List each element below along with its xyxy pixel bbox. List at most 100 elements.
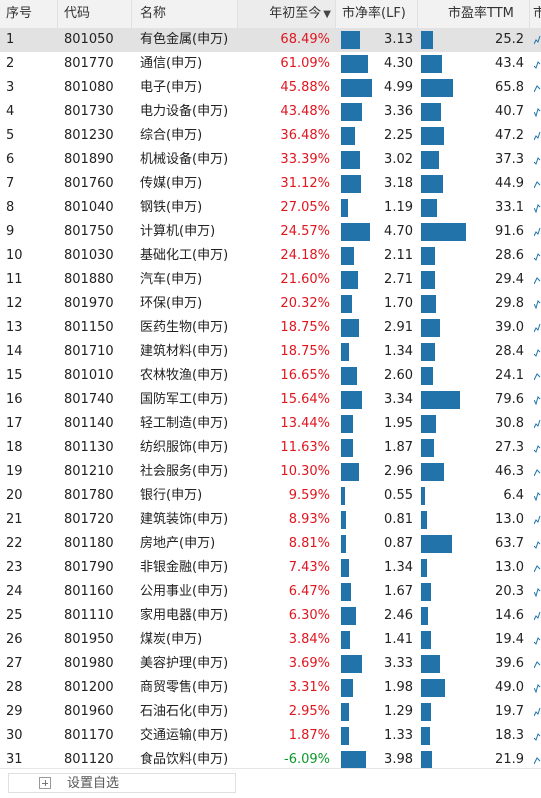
pb-bar: [341, 31, 360, 49]
table-row[interactable]: 29 801960 石油石化(申万) 2.95% 1.29 19.7: [0, 700, 541, 724]
pe-bar: [421, 79, 453, 97]
row-index: 12: [6, 296, 23, 311]
table-row[interactable]: 17 801140 轻工制造(申万) 13.44% 1.95 30.8: [0, 412, 541, 436]
row-code: 801030: [64, 248, 114, 263]
table-row[interactable]: 19 801210 社会服务(申万) 10.30% 2.96 46.3: [0, 460, 541, 484]
table-row[interactable]: 23 801790 非银金融(申万) 7.43% 1.34 13.0: [0, 556, 541, 580]
table-row[interactable]: 7 801760 传媒(申万) 31.12% 3.18 44.9: [0, 172, 541, 196]
row-pe: 13.0: [495, 560, 524, 575]
row-code: 801080: [64, 80, 114, 95]
header-name[interactable]: 名称: [132, 0, 238, 28]
header-pb[interactable]: 市净率(LF): [336, 0, 418, 28]
trend-sparkline: [534, 492, 541, 502]
header-pe[interactable]: 市盈率TTM: [418, 0, 530, 28]
row-ytd-change: 27.05%: [280, 200, 330, 215]
row-index: 7: [6, 176, 15, 191]
table-row[interactable]: 21 801720 建筑装饰(申万) 8.93% 0.81 13.0: [0, 508, 541, 532]
table-row[interactable]: 15 801010 农林牧渔(申万) 16.65% 2.60 24.1: [0, 364, 541, 388]
trend-sparkline: [534, 588, 541, 598]
trend-sparkline: [534, 419, 541, 429]
table-row[interactable]: 25 801110 家用电器(申万) 6.30% 2.46 14.6: [0, 604, 541, 628]
row-pb: 2.96: [384, 464, 413, 479]
pb-bar: [341, 103, 362, 121]
pb-bar: [341, 367, 357, 385]
table-row[interactable]: 6 801890 机械设备(申万) 33.39% 3.02 37.3: [0, 148, 541, 172]
row-pb: 3.36: [384, 104, 413, 119]
pb-bar: [341, 391, 362, 409]
table-row[interactable]: 2 801770 通信(申万) 61.09% 4.30 43.4: [0, 52, 541, 76]
table-row[interactable]: 8 801040 钢铁(申万) 27.05% 1.19 33.1: [0, 196, 541, 220]
row-name: 社会服务(申万): [140, 464, 229, 479]
table-row[interactable]: 16 801740 国防军工(申万) 15.64% 3.34 79.6: [0, 388, 541, 412]
row-code: 801980: [64, 656, 114, 671]
table-row[interactable]: 11 801880 汽车(申万) 21.60% 2.71 29.4: [0, 268, 541, 292]
pe-bar: [421, 103, 441, 121]
pb-bar: [341, 295, 352, 313]
table-row[interactable]: 10 801030 基础化工(申万) 24.18% 2.11 28.6: [0, 244, 541, 268]
row-index: 11: [6, 272, 23, 287]
table-row[interactable]: 31 801120 食品饮料(申万) -6.09% 3.98 21.9: [0, 748, 541, 772]
table-row[interactable]: 3 801080 电子(申万) 45.88% 4.99 65.8: [0, 76, 541, 100]
row-code: 801780: [64, 488, 114, 503]
pe-bar: [421, 295, 436, 313]
row-ytd-change: 24.18%: [280, 248, 330, 263]
pe-bar: [421, 343, 435, 361]
header-code[interactable]: 代码: [58, 0, 132, 28]
table-header: 序号 代码 名称 年初至今 ▼ 市净率(LF) 市盈率TTM 市: [0, 0, 541, 29]
table-row[interactable]: 30 801170 交通运输(申万) 1.87% 1.33 18.3: [0, 724, 541, 748]
add-watchlist-button[interactable]: 设置自选: [8, 773, 236, 793]
table-row[interactable]: 14 801710 建筑材料(申万) 18.75% 1.34 28.4: [0, 340, 541, 364]
row-index: 22: [6, 536, 23, 551]
pb-bar: [341, 751, 366, 769]
row-code: 801730: [64, 104, 114, 119]
table-row[interactable]: 1 801050 有色金属(申万) 68.49% 3.13 25.2: [0, 28, 541, 52]
table-row[interactable]: 13 801150 医药生物(申万) 18.75% 2.91 39.0: [0, 316, 541, 340]
row-index: 5: [6, 128, 15, 143]
table-row[interactable]: 26 801950 煤炭(申万) 3.84% 1.41 19.4: [0, 628, 541, 652]
table-row[interactable]: 18 801130 纺织服饰(申万) 11.63% 1.87 27.3: [0, 436, 541, 460]
table-row[interactable]: 12 801970 环保(申万) 20.32% 1.70 29.8: [0, 292, 541, 316]
row-code: 801750: [64, 224, 114, 239]
row-pe: 14.6: [495, 608, 524, 623]
row-pb: 3.18: [384, 176, 413, 191]
header-ytd[interactable]: 年初至今 ▼: [238, 0, 336, 28]
table-row[interactable]: 22 801180 房地产(申万) 8.81% 0.87 63.7: [0, 532, 541, 556]
row-ytd-change: 7.43%: [288, 560, 330, 575]
row-name: 银行(申万): [140, 488, 203, 503]
pe-bar: [421, 703, 431, 721]
pe-bar: [421, 607, 428, 625]
row-name: 综合(申万): [140, 128, 203, 143]
table-row[interactable]: 27 801980 美容护理(申万) 3.69% 3.33 39.6: [0, 652, 541, 676]
table-row[interactable]: 24 801160 公用事业(申万) 6.47% 1.67 20.3: [0, 580, 541, 604]
row-index: 26: [6, 632, 23, 647]
pb-bar: [341, 247, 354, 265]
table-row[interactable]: 20 801780 银行(申万) 9.59% 0.55 6.4: [0, 484, 541, 508]
row-code: 801210: [64, 464, 114, 479]
row-pe: 6.4: [503, 488, 524, 503]
row-pe: 49.0: [495, 680, 524, 695]
row-code: 801170: [64, 728, 114, 743]
row-ytd-change: 31.12%: [280, 176, 330, 191]
pb-bar: [341, 55, 368, 73]
row-pb: 2.91: [384, 320, 413, 335]
pe-bar: [421, 679, 445, 697]
pe-bar: [421, 55, 442, 73]
trend-sparkline: [534, 253, 541, 261]
pe-bar: [421, 223, 466, 241]
table-row[interactable]: 28 801200 商贸零售(申万) 3.31% 1.98 49.0: [0, 676, 541, 700]
table-row[interactable]: 9 801750 计算机(申万) 24.57% 4.70 91.6: [0, 220, 541, 244]
row-pe: 44.9: [495, 176, 524, 191]
header-index[interactable]: 序号: [0, 0, 58, 28]
row-pb: 0.81: [384, 512, 413, 527]
row-pe: 40.7: [495, 104, 524, 119]
header-extra[interactable]: 市: [533, 6, 541, 21]
row-ytd-change: 10.30%: [280, 464, 330, 479]
table-row[interactable]: 4 801730 电力设备(申万) 43.48% 3.36 40.7: [0, 100, 541, 124]
table-row[interactable]: 5 801230 综合(申万) 36.48% 2.25 47.2: [0, 124, 541, 148]
trend-sparkline: [534, 733, 541, 741]
row-name: 房地产(申万): [140, 536, 216, 551]
row-pb: 2.60: [384, 368, 413, 383]
row-ytd-change: 3.69%: [288, 656, 330, 671]
trend-sparkline: [534, 684, 541, 694]
row-ytd-change: 36.48%: [280, 128, 330, 143]
